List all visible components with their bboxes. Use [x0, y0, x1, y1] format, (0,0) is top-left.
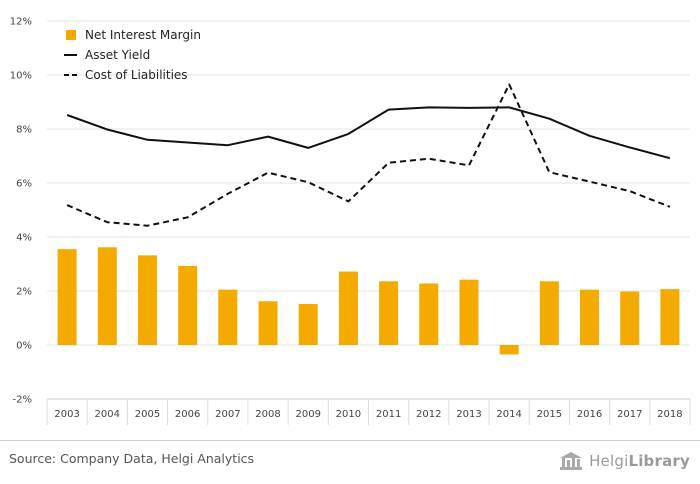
bar-net-interest-margin [298, 303, 318, 345]
x-tick-label: 2007 [215, 409, 240, 420]
series-lines [66, 83, 671, 227]
x-tick-label: 2016 [577, 409, 602, 420]
x-tick-label: 2011 [376, 409, 401, 420]
x-tick-label: 2012 [416, 409, 441, 420]
bar-net-interest-margin [379, 281, 399, 345]
brand-name-light: Helgi [589, 452, 629, 470]
bar-net-interest-margin [539, 281, 559, 345]
helgi-library-logo: HelgiLibrary [558, 447, 690, 475]
y-tick-label: 12% [10, 17, 32, 28]
x-tick-label: 2014 [496, 409, 521, 420]
bar-net-interest-margin [499, 345, 519, 355]
bar-net-interest-margin [338, 271, 358, 345]
x-tick-label: 2006 [175, 409, 200, 420]
x-tick-label: 2005 [135, 409, 160, 420]
legend-label-net-interest-margin: Net Interest Margin [85, 28, 201, 42]
x-axis: 2003 2004 2005 2006 2007 2008 2009 2010 2011 2012… [46, 398, 691, 425]
x-tick-label: 2009 [295, 409, 320, 420]
chart: 12% 10% 8% 6% 4% 2% 0% -2% 2003 2004 2005 2006 2007… [10, 17, 691, 425]
y-tick-label: 4% [16, 233, 32, 244]
bar-net-interest-margin [620, 291, 640, 345]
line-asset-yield [66, 106, 671, 160]
x-tick-label: 2018 [657, 409, 682, 420]
building-logo-icon [560, 452, 583, 470]
x-tick-label: 2015 [537, 409, 562, 420]
bar-net-interest-margin [459, 279, 479, 345]
bars [57, 247, 680, 355]
y-tick-label: 2% [16, 287, 32, 298]
x-tick-label: 2004 [95, 409, 120, 420]
bar-net-interest-margin [258, 301, 278, 345]
bar-net-interest-margin [218, 289, 238, 345]
y-tick-label: 8% [16, 125, 32, 136]
bar-net-interest-margin [137, 255, 157, 345]
footer: Source: Company Data, Helgi Analytics He… [0, 440, 700, 484]
y-axis-ticks: 12% 10% 8% 6% 4% 2% 0% -2% [10, 17, 32, 406]
bar-net-interest-margin [580, 289, 600, 345]
y-tick-label: 0% [16, 341, 32, 352]
bar-net-interest-margin [419, 283, 439, 345]
y-tick-label: 6% [16, 179, 32, 190]
legend-label-cost-of-liabilities: Cost of Liabilities [85, 68, 188, 82]
legend-swatch-net-interest-margin [66, 30, 76, 40]
x-tick-label: 2003 [54, 409, 79, 420]
brand-name-bold: Library [628, 452, 690, 470]
legend-label-asset-yield: Asset Yield [85, 48, 150, 62]
bar-net-interest-margin [97, 247, 117, 345]
legend: Net Interest Margin Asset Yield Cost of … [64, 28, 201, 82]
y-tick-label: -2% [13, 395, 32, 406]
x-tick-label: 2008 [255, 409, 280, 420]
brand-name: HelgiLibrary [589, 452, 690, 470]
source-note: Source: Company Data, Helgi Analytics [9, 451, 255, 466]
bar-net-interest-margin [178, 265, 198, 345]
bar-net-interest-margin [660, 289, 680, 345]
bar-net-interest-margin [57, 249, 77, 345]
x-tick-label: 2017 [617, 409, 642, 420]
line-cost-of-liabilities [66, 83, 671, 227]
y-tick-label: 10% [10, 71, 32, 82]
x-tick-label: 2013 [456, 409, 481, 420]
x-tick-label: 2010 [336, 409, 361, 420]
